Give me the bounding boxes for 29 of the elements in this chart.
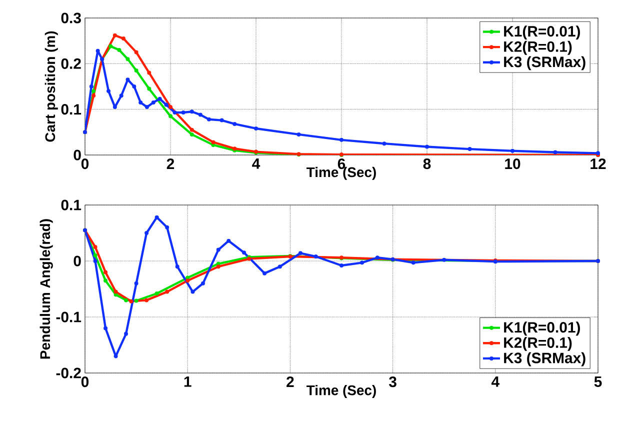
x-tick-label: 12 bbox=[590, 158, 606, 169]
y-tick-label: 0.1 bbox=[61, 104, 82, 115]
y-tick-label: 0.1 bbox=[61, 200, 82, 210]
x-tick-label: 0 bbox=[81, 376, 89, 388]
x-tick-label: 1 bbox=[184, 376, 192, 387]
y-tick-label: 0 bbox=[74, 256, 81, 266]
legend-label: K1(R=0.01) bbox=[504, 322, 580, 336]
legend-label: K2(R=0.1) bbox=[504, 40, 572, 55]
x-tick-label: 3 bbox=[388, 376, 396, 388]
x-axis-title: Time (Sec) bbox=[306, 384, 376, 398]
x-tick-label: 5 bbox=[594, 376, 602, 387]
x-tick-label: 4 bbox=[491, 376, 500, 387]
legend-label: K2(R=0.1) bbox=[504, 336, 572, 351]
x-tick-label: 2 bbox=[166, 158, 174, 169]
y-tick-label: 0.3 bbox=[61, 12, 81, 24]
legend-label: K3 (SRMax) bbox=[504, 56, 586, 70]
x-tick-label: 10 bbox=[505, 158, 520, 170]
legend-label: K1(R=0.01) bbox=[504, 26, 580, 40]
y-tick-label: -0.2 bbox=[56, 368, 81, 378]
x-tick-label: 0 bbox=[81, 158, 89, 170]
y-tick-label: 0.2 bbox=[61, 58, 81, 69]
x-tick-label: 4 bbox=[252, 158, 260, 169]
y-tick-label: 0 bbox=[74, 150, 81, 160]
y-axis-title: Cart position (m) bbox=[44, 31, 58, 142]
y-tick-label: -0.1 bbox=[56, 312, 82, 322]
x-tick-label: 8 bbox=[423, 158, 431, 170]
x-tick-label: 2 bbox=[286, 376, 294, 387]
y-axis-title: Pendulum Angle(rad) bbox=[40, 219, 53, 359]
legend-label: K3 (SRMax) bbox=[504, 352, 586, 366]
